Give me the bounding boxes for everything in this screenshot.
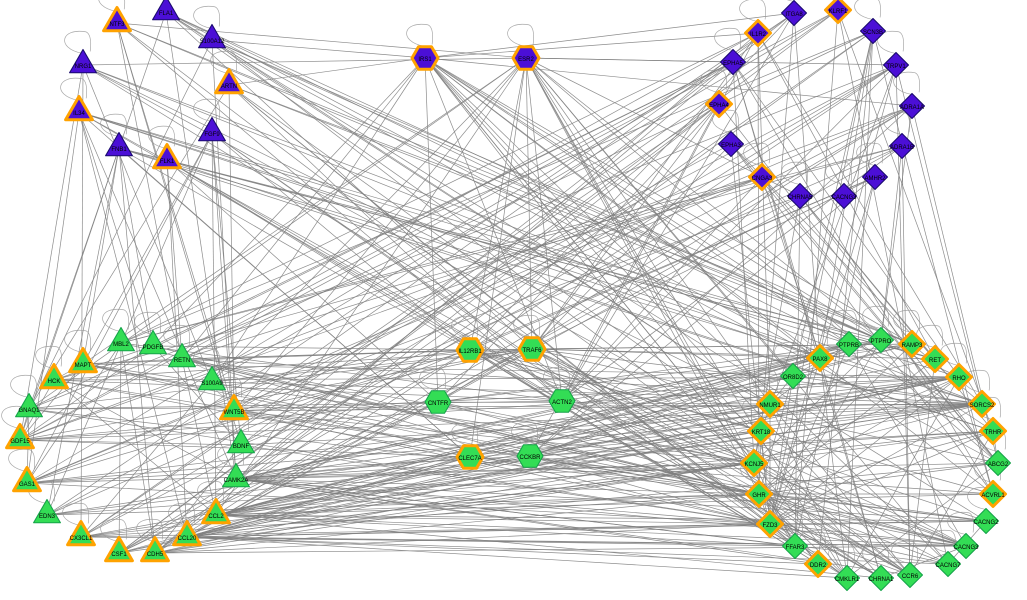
svg-text:ADRA1A: ADRA1A bbox=[900, 105, 924, 111]
svg-text:EDN3: EDN3 bbox=[39, 514, 56, 520]
svg-text:CNTFR: CNTFR bbox=[428, 401, 449, 407]
svg-text:IL34: IL34 bbox=[73, 111, 85, 117]
svg-text:IL12RB1: IL12RB1 bbox=[458, 349, 482, 355]
svg-text:CCKBR: CCKBR bbox=[519, 455, 541, 461]
svg-text:PDGFB: PDGFB bbox=[143, 345, 164, 351]
svg-text:PTPRO: PTPRO bbox=[871, 339, 892, 345]
svg-text:RET: RET bbox=[929, 358, 941, 364]
svg-text:FLK1: FLK1 bbox=[160, 159, 175, 165]
svg-text:ADRA1B: ADRA1B bbox=[890, 145, 914, 151]
svg-text:AMHR2: AMHR2 bbox=[864, 176, 886, 182]
svg-text:CSF1: CSF1 bbox=[111, 552, 127, 558]
svg-text:KCNJ5: KCNJ5 bbox=[744, 462, 764, 468]
svg-text:FNB1: FNB1 bbox=[111, 147, 127, 153]
svg-text:ACVRL1: ACVRL1 bbox=[981, 493, 1005, 499]
svg-text:FZD3: FZD3 bbox=[763, 523, 779, 529]
svg-text:GAS1: GAS1 bbox=[19, 482, 36, 488]
svg-text:CACNG3: CACNG3 bbox=[831, 195, 857, 201]
svg-text:CHRNA1: CHRNA1 bbox=[869, 577, 894, 583]
svg-text:NRG1: NRG1 bbox=[75, 64, 92, 70]
svg-text:OR8D2: OR8D2 bbox=[783, 375, 804, 381]
svg-text:ACTN2: ACTN2 bbox=[552, 400, 572, 406]
svg-text:ITGA8: ITGA8 bbox=[785, 12, 803, 18]
svg-text:CACNG2: CACNG2 bbox=[973, 520, 999, 526]
svg-text:PAX8: PAX8 bbox=[813, 357, 829, 363]
svg-text:CAMK2A: CAMK2A bbox=[224, 478, 249, 484]
svg-text:BDNF: BDNF bbox=[233, 444, 250, 450]
svg-text:NMUR1: NMUR1 bbox=[759, 403, 781, 409]
svg-text:IRS1: IRS1 bbox=[418, 57, 432, 63]
svg-text:RETN: RETN bbox=[174, 358, 190, 364]
svg-text:CNGA3: CNGA3 bbox=[752, 176, 773, 182]
svg-text:ABCG2: ABCG2 bbox=[988, 462, 1009, 468]
svg-text:MBL2: MBL2 bbox=[113, 342, 129, 348]
svg-text:CCR6: CCR6 bbox=[902, 574, 919, 580]
svg-text:CACNG3: CACNG3 bbox=[953, 545, 979, 551]
svg-text:CHRNA5: CHRNA5 bbox=[788, 195, 813, 201]
svg-text:CCL2: CCL2 bbox=[208, 514, 224, 520]
svg-text:CCL20: CCL20 bbox=[178, 536, 197, 542]
svg-text:EPHA4: EPHA4 bbox=[709, 103, 729, 109]
svg-text:S100A12: S100A12 bbox=[200, 39, 225, 45]
svg-text:ESR2: ESR2 bbox=[518, 57, 534, 63]
svg-text:IL1R2: IL1R2 bbox=[750, 32, 767, 38]
svg-text:NTF3: NTF3 bbox=[110, 22, 126, 28]
svg-text:CX3CL1: CX3CL1 bbox=[70, 536, 93, 542]
svg-text:GDF15: GDF15 bbox=[10, 439, 30, 445]
svg-text:ARTN: ARTN bbox=[221, 84, 237, 90]
svg-text:EPHA3: EPHA3 bbox=[721, 143, 741, 149]
svg-text:RAMP3: RAMP3 bbox=[902, 343, 923, 349]
svg-text:SCN3B: SCN3B bbox=[863, 30, 883, 36]
svg-text:FFAR3: FFAR3 bbox=[786, 545, 805, 551]
svg-text:KRT18: KRT18 bbox=[752, 430, 771, 436]
svg-text:FLA1: FLA1 bbox=[159, 11, 174, 17]
svg-text:CACNG7: CACNG7 bbox=[935, 563, 961, 569]
svg-text:HCK: HCK bbox=[48, 379, 61, 385]
svg-text:GNAQ1: GNAQ1 bbox=[18, 408, 40, 414]
svg-text:MAPT: MAPT bbox=[75, 363, 92, 369]
svg-text:CLEC7A: CLEC7A bbox=[458, 456, 481, 462]
svg-text:S100A9: S100A9 bbox=[201, 381, 223, 387]
svg-text:CMKLR1: CMKLR1 bbox=[835, 577, 860, 583]
svg-text:RHO: RHO bbox=[952, 376, 966, 382]
svg-text:PTPRB: PTPRB bbox=[839, 343, 859, 349]
svg-text:DDR2: DDR2 bbox=[810, 563, 827, 569]
svg-text:FGF9: FGF9 bbox=[204, 132, 220, 138]
svg-text:SORCS2: SORCS2 bbox=[970, 403, 995, 409]
svg-text:EPHA5: EPHA5 bbox=[723, 61, 743, 67]
svg-text:CDH5: CDH5 bbox=[147, 552, 164, 558]
svg-text:TRAF6: TRAF6 bbox=[522, 348, 542, 354]
svg-text:KLRF1: KLRF1 bbox=[829, 9, 848, 15]
svg-text:TRPV1: TRPV1 bbox=[886, 64, 906, 70]
svg-text:TRHR: TRHR bbox=[985, 430, 1002, 436]
svg-text:WNT5B: WNT5B bbox=[224, 410, 245, 416]
svg-text:GHR: GHR bbox=[752, 493, 766, 499]
